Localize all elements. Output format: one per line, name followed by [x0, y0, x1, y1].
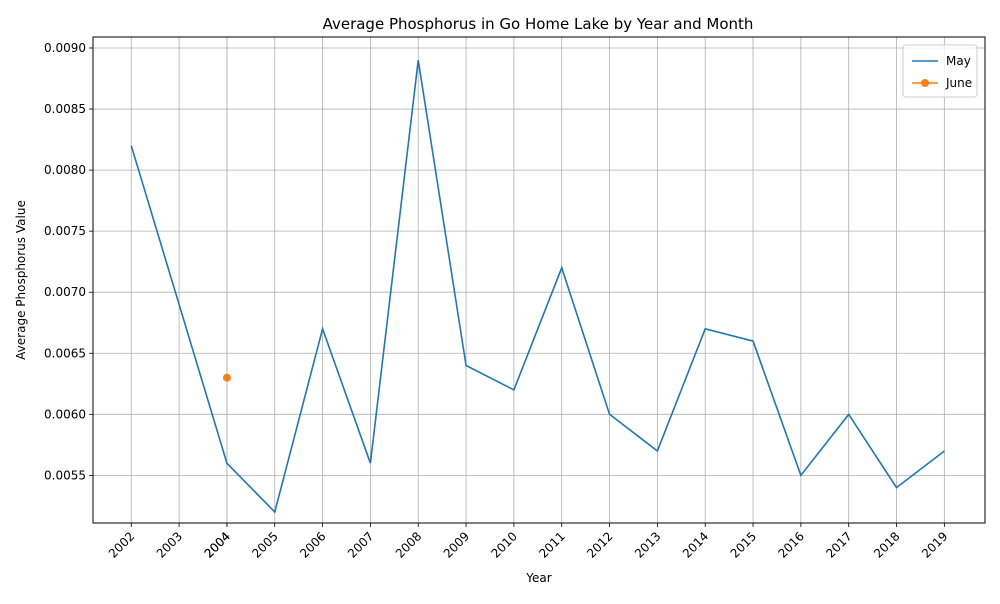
data-point-june — [223, 374, 231, 382]
y-tick-label: 0.0060 — [44, 407, 86, 421]
y-tick-label: 0.0075 — [44, 224, 86, 238]
y-tick-label: 0.0065 — [44, 346, 86, 360]
y-tick-label: 0.0090 — [44, 41, 86, 55]
legend-label-june: June — [945, 76, 972, 90]
x-axis-label: Year — [525, 571, 551, 585]
legend-marker-june — [921, 79, 929, 87]
y-tick-label: 0.0070 — [44, 285, 86, 299]
y-tick-label: 0.0085 — [44, 102, 86, 116]
y-tick-label: 0.0080 — [44, 163, 86, 177]
legend-label-may: May — [946, 54, 971, 68]
y-axis-label: Average Phosphorus Value — [14, 200, 28, 360]
chart-title: Average Phosphorus in Go Home Lake by Ye… — [323, 15, 754, 33]
y-tick-label: 0.0055 — [44, 468, 86, 482]
legend: May June — [903, 45, 977, 97]
